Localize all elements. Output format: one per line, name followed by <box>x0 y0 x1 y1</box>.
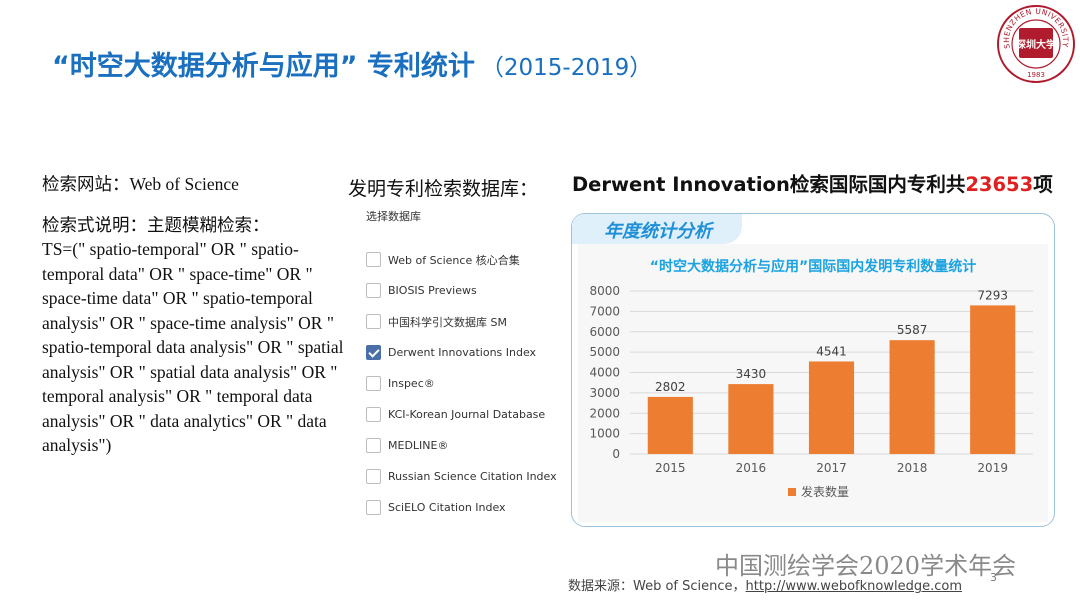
data-label: 5587 <box>897 323 928 337</box>
derwent-summary: Derwent Innovation检索国际国内专利共23653项 <box>572 173 1053 196</box>
bar <box>647 396 693 454</box>
bar <box>970 305 1016 454</box>
y-tick-label: 4000 <box>589 366 620 380</box>
checkbox[interactable] <box>366 314 381 329</box>
data-source: 数据来源：Web of Science，http://www.webofknow… <box>568 579 962 594</box>
search-site: 检索网站：Web of Science <box>42 174 239 194</box>
y-tick-label: 7000 <box>589 304 620 318</box>
bar <box>728 384 774 454</box>
source-link[interactable]: http://www.webofknowledge.com <box>745 579 962 594</box>
checkbox[interactable] <box>366 407 381 422</box>
logo-year: 1983 <box>1027 71 1045 79</box>
chart-title: “时空大数据分析与应用”国际国内发明专利数量统计 <box>649 259 977 275</box>
database-item-biosis[interactable]: BIOSIS Previews <box>366 275 556 306</box>
event-name: 中国测绘学会2020学术年会 <box>715 552 1017 580</box>
database-item-scielo[interactable]: SciELO Citation Index <box>366 492 556 523</box>
x-tick-label: 2017 <box>816 461 847 475</box>
y-tick-label: 2000 <box>589 406 620 420</box>
x-tick-label: 2016 <box>736 461 767 475</box>
database-item-inspec[interactable]: Inspec® <box>366 368 556 399</box>
logo-emblem-text: 深圳大学 <box>1016 38 1056 51</box>
panel-header: 年度统计分析 <box>572 214 742 244</box>
data-label: 2802 <box>655 380 686 394</box>
legend-label: 发表数量 <box>801 484 849 499</box>
database-item-wos-core[interactable]: Web of Science 核心合集 <box>366 244 556 275</box>
database-item-derwent[interactable]: Derwent Innovations Index <box>366 337 556 368</box>
legend-swatch <box>788 488 796 496</box>
y-tick-label: 3000 <box>589 386 620 400</box>
checkbox[interactable] <box>366 469 381 484</box>
database-item-kci[interactable]: KCI-Korean Journal Database <box>366 399 556 430</box>
university-logo: SHENZHEN UNIVERSITY 深圳大学 1983 <box>997 5 1075 83</box>
x-tick-label: 2015 <box>655 461 686 475</box>
database-item-cscd[interactable]: 中国科学引文数据库 SM <box>366 306 556 337</box>
y-tick-label: 0 <box>612 447 620 461</box>
y-tick-label: 8000 <box>589 284 620 298</box>
bar <box>808 361 855 454</box>
chart-area: “时空大数据分析与应用”国际国内发明专利数量统计 0 1000 2000 3000 40… <box>578 244 1048 522</box>
x-tick-label: 2018 <box>897 461 928 475</box>
database-subheading: 选择数据库 <box>366 210 421 223</box>
data-label: 4541 <box>816 344 847 358</box>
bar <box>889 340 935 454</box>
query-text: TS=(" spatio-temporal" OR " spatio-tempo… <box>42 239 344 455</box>
slide-title-main: “时空大数据分析与应用” 专利统计 <box>52 51 475 82</box>
database-item-medline[interactable]: MEDLINE® <box>366 430 556 461</box>
checkbox[interactable] <box>366 500 381 515</box>
slide-title: “时空大数据分析与应用” 专利统计 （2015-2019） <box>52 44 652 83</box>
database-heading: 发明专利检索数据库： <box>348 178 539 200</box>
y-tick-label: 6000 <box>589 325 620 339</box>
page-number: 3 <box>990 571 997 584</box>
y-tick-label: 5000 <box>589 345 620 359</box>
database-list: Web of Science 核心合集 BIOSIS Previews 中国科学… <box>366 244 557 523</box>
checkbox[interactable] <box>366 376 381 391</box>
checkbox[interactable] <box>366 252 381 267</box>
checkbox[interactable] <box>366 283 381 298</box>
bar-chart: 0 1000 2000 3000 4000 5000 6000 7000 8000 2802 201… <box>589 284 1033 499</box>
database-item-rsci[interactable]: Russian Science Citation Index <box>366 461 557 492</box>
query-label: 检索式说明：主题模糊检索： <box>42 214 270 235</box>
data-label: 7293 <box>977 288 1008 302</box>
panel-header-label: 年度统计分析 <box>604 221 712 242</box>
slide-title-years: （2015-2019） <box>480 55 653 81</box>
checkbox[interactable] <box>366 438 381 453</box>
data-label: 3430 <box>736 367 767 381</box>
patent-count: 23653 <box>965 173 1034 196</box>
y-tick-label: 1000 <box>589 427 620 441</box>
checkbox-checked[interactable] <box>366 345 381 360</box>
chart-panel: 年度统计分析 “时空大数据分析与应用”国际国内发明专利数量统计 0 1000 200… <box>571 213 1055 527</box>
x-tick-label: 2019 <box>977 461 1008 475</box>
search-description: 检索网站：Web of Science 检索式说明：主题模糊检索： TS=(" … <box>42 172 352 458</box>
